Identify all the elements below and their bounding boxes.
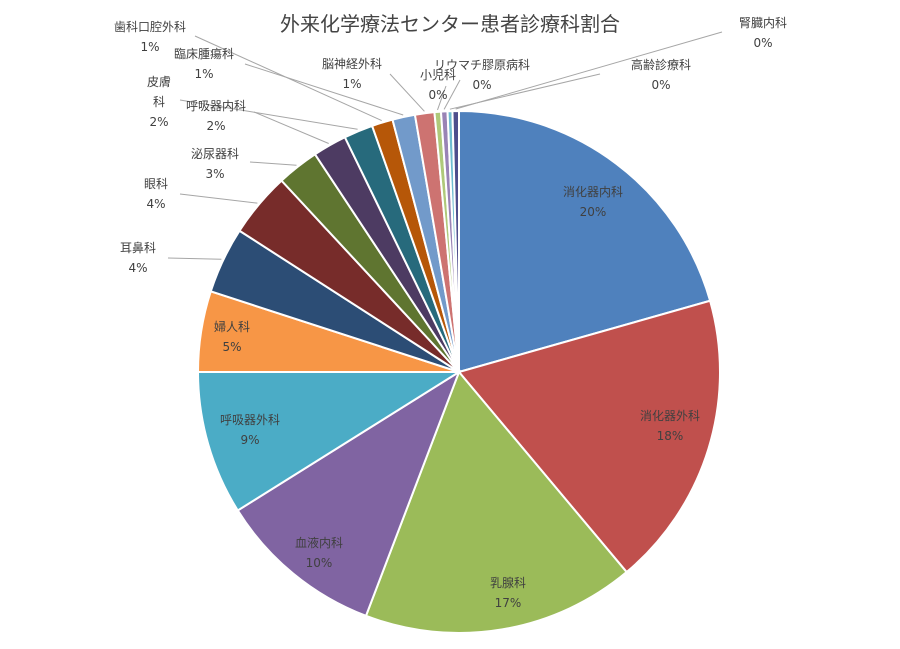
pie-slices [196, 109, 721, 634]
category-label-10: 呼吸器内科 [186, 99, 246, 113]
percent-label-2: 18% [657, 429, 684, 443]
category-label-3: 乳腺科 [490, 576, 526, 590]
leader-line-9 [249, 161, 297, 166]
leader-line-18 [455, 31, 723, 110]
percent-label-10: 2% [206, 119, 225, 133]
category-label-1: 消化器内科 [563, 185, 623, 199]
leader-lines [167, 31, 723, 260]
percent-label-17: 0% [651, 78, 670, 92]
percent-label-15: 0% [428, 88, 447, 102]
leader-line-7 [167, 257, 222, 260]
category-label-15: 小児科 [420, 68, 456, 82]
percent-label-8: 4% [146, 197, 165, 211]
percent-label-9: 3% [205, 167, 224, 181]
category-label-14: 脳神経外科 [322, 57, 382, 71]
category-label-9: 泌尿器科 [191, 147, 239, 161]
leader-line-16 [443, 79, 461, 110]
pie-slice-5 [196, 371, 463, 512]
percent-label-13: 1% [194, 67, 213, 81]
category-label-18: 腎臓内科 [739, 16, 787, 30]
pie-slice-18 [451, 109, 460, 373]
category-label-5: 呼吸器外科 [220, 413, 280, 427]
percent-label-18: 0% [753, 36, 772, 50]
leader-line-14 [389, 73, 425, 112]
percent-label-4: 10% [306, 556, 333, 570]
pie-slice-3 [364, 370, 629, 634]
pie-slice-4 [236, 369, 461, 618]
category-label-8: 眼科 [144, 177, 168, 191]
category-label-4: 血液内科 [295, 535, 343, 550]
percent-label-11: 2% [149, 115, 168, 129]
category-label-11: 皮膚 [147, 74, 171, 89]
chart-title: 外来化学療法センター患者診療科割合 [280, 12, 620, 36]
pie-slice-2 [457, 299, 721, 574]
percent-label-5: 9% [240, 433, 259, 447]
category-label-17: 高齢診療科 [631, 57, 691, 72]
category-label-2: 消化器外科 [640, 409, 700, 423]
category-label-7: 耳鼻科 [120, 240, 156, 255]
percent-label-14: 1% [342, 77, 361, 91]
leader-line-10 [253, 111, 329, 144]
category-label-11-cont: 科 [153, 95, 165, 109]
category-label-16: リウマチ膠原病科 [434, 57, 530, 72]
percent-label-16: 0% [472, 78, 491, 92]
leader-line-15 [437, 85, 447, 111]
leader-line-11 [179, 99, 358, 130]
leader-line-13 [244, 63, 404, 116]
percent-label-12: 1% [140, 40, 159, 54]
pie-slice-1 [458, 109, 712, 374]
category-label-12: 歯科口腔外科 [114, 19, 186, 34]
leader-line-8 [179, 193, 258, 204]
percent-label-3: 17% [495, 596, 522, 610]
percent-label-1: 20% [580, 205, 607, 219]
percent-label-6: 5% [222, 340, 241, 354]
percent-label-7: 4% [128, 261, 147, 275]
category-label-6: 婦人科 [214, 319, 250, 334]
category-label-13: 臨床腫瘍科 [174, 46, 234, 61]
data-labels: 消化器内科 20% 消化器外科 18% 乳腺科 17% 血液内科 10% 呼吸器外科 9% 婦人科 5… [114, 16, 787, 610]
